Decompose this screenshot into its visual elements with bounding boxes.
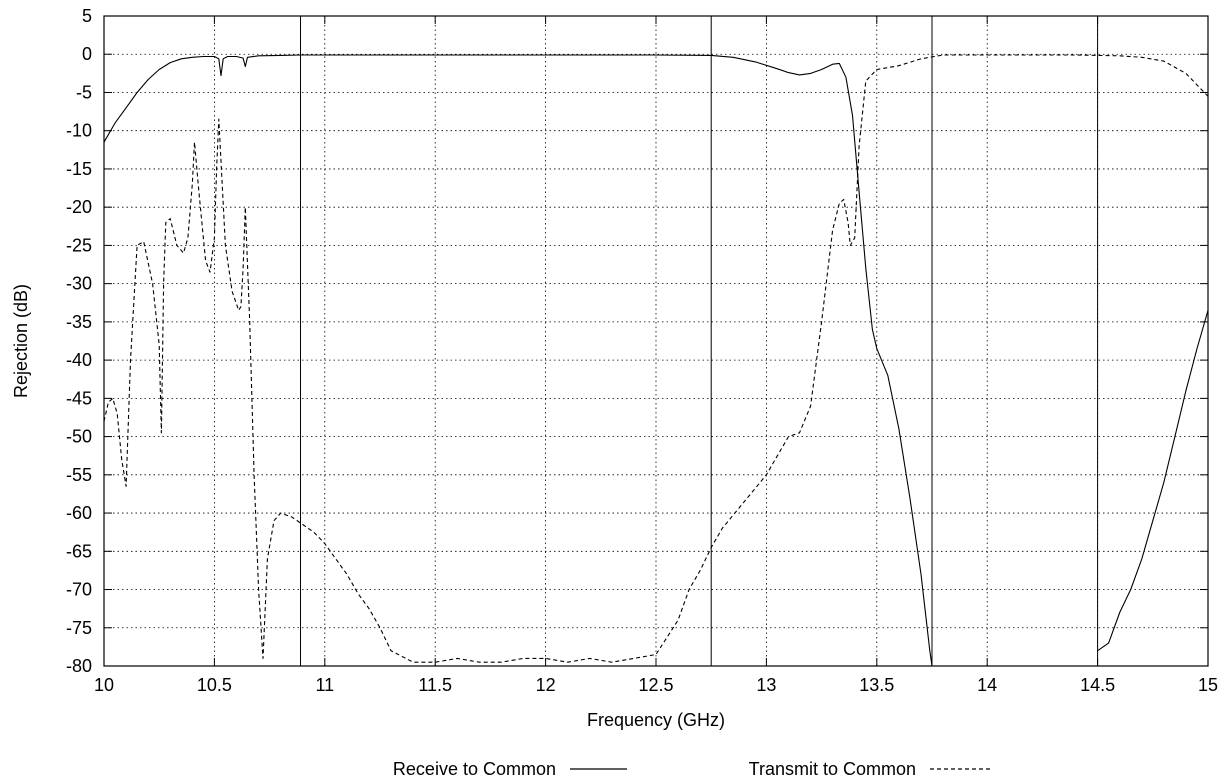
receive-to-common-line <box>103 54 933 667</box>
y-tick-label: -60 <box>66 503 92 523</box>
transmit-to-common-line <box>103 54 1209 663</box>
y-tick-label: -20 <box>66 197 92 217</box>
y-tick-label: 0 <box>82 44 92 64</box>
axis-ticks <box>103 15 1209 667</box>
legend: Receive to Common Transmit to Common <box>393 759 990 779</box>
x-tick-label: 13 <box>756 675 776 695</box>
y-tick-label: -65 <box>66 541 92 561</box>
x-tick-labels: 10 10.5 11 11.5 12 12.5 13 13.5 14 14.5 15 <box>94 675 1218 695</box>
y-tick-label: -80 <box>66 656 92 676</box>
x-tick-label: 15 <box>1198 675 1218 695</box>
x-axis-title: Frequency (GHz) <box>587 710 725 730</box>
x-tick-label: 10.5 <box>197 675 232 695</box>
y-tick-label: -70 <box>66 580 92 600</box>
vertical-marker-lines <box>300 16 1099 666</box>
y-tick-label: -5 <box>76 82 92 102</box>
x-tick-label: 14.5 <box>1080 675 1115 695</box>
y-tick-label: -50 <box>66 427 92 447</box>
x-tick-label: 11 <box>315 675 334 695</box>
y-tick-label: 5 <box>82 6 92 26</box>
y-tick-label: -30 <box>66 274 92 294</box>
y-tick-label: -35 <box>66 312 92 332</box>
legend-receive-label: Receive to Common <box>393 759 556 779</box>
x-tick-label: 10 <box>94 675 114 695</box>
y-tick-label: -10 <box>66 121 92 141</box>
x-tick-label: 11.5 <box>418 675 452 695</box>
y-tick-labels: 5 0 -5 -10 -15 -20 -25 -30 -35 -40 -45 -50 -55 -60 -65… <box>66 6 92 676</box>
y-tick-label: -15 <box>66 159 92 179</box>
legend-transmit-label: Transmit to Common <box>749 759 916 779</box>
y-tick-label: -25 <box>66 235 92 255</box>
x-tick-label: 14 <box>977 675 997 695</box>
y-tick-label: -55 <box>66 465 92 485</box>
series-lines <box>103 54 1209 667</box>
y-tick-label: -40 <box>66 350 92 370</box>
x-tick-label: 12.5 <box>638 675 673 695</box>
y-tick-label: -75 <box>66 618 92 638</box>
x-tick-label: 12 <box>536 675 556 695</box>
receive-to-common-line <box>1097 310 1209 652</box>
y-axis-title: Rejection (dB) <box>11 284 31 398</box>
x-tick-label: 13.5 <box>859 675 894 695</box>
y-tick-label: -45 <box>66 388 92 408</box>
